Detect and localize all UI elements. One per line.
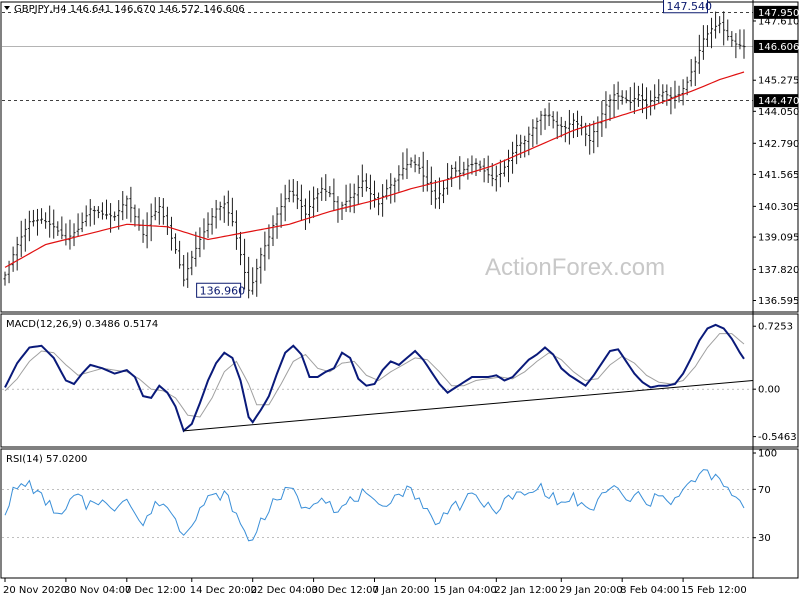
- callout-box: [663, 0, 709, 14]
- level-label-box: [754, 39, 798, 53]
- rsi-tick-label: 100: [758, 449, 777, 460]
- level-label-box: [754, 5, 798, 19]
- price-tick-label: 147.610: [758, 16, 799, 27]
- time-tick-label: 14 Dec 20:00: [190, 585, 257, 596]
- macd-panel-frame: [0, 313, 799, 448]
- time-tick-label: 7 Jan 20:00: [373, 585, 430, 596]
- time-tick-label: 29 Jan 20:00: [559, 585, 622, 596]
- macd-lines: [4, 323, 754, 433]
- macd-tick-label: 0.7253: [758, 322, 793, 333]
- rsi-panel-title: RSI(14) 57.0200: [6, 454, 87, 465]
- macd-panel-title: MACD(12,26,9) 0.3486 0.5174: [6, 319, 158, 330]
- time-tick-label: 30 Dec 12:00: [312, 585, 379, 596]
- price-tick-label: 139.095: [758, 233, 799, 244]
- price-tick-label: 144.050: [758, 107, 799, 118]
- time-tick-label: 15 Feb 12:00: [681, 585, 747, 596]
- price-moving-average: [4, 71, 745, 268]
- price-tick-label: 141.565: [758, 170, 799, 181]
- rsi-levels: [2, 488, 753, 539]
- rsi-tick-label: 70: [758, 485, 771, 496]
- time-tick-label: 15 Jan 04:00: [433, 585, 496, 596]
- level-label: 147.950: [758, 8, 799, 19]
- callout-label: 136.960: [200, 284, 246, 297]
- callout-box: [196, 282, 242, 298]
- price-panel-frame: [0, 1, 799, 313]
- price-levels: [2, 11, 753, 102]
- time-tick-label: 30 Nov 04:00: [64, 585, 131, 596]
- panel-menu-icon[interactable]: [4, 6, 10, 10]
- macd-tick-label: 0.00: [758, 385, 780, 396]
- level-label: 146.606: [758, 42, 799, 53]
- price-tick-label: 142.790: [758, 139, 799, 150]
- price-tick-label: 140.305: [758, 202, 799, 213]
- macd-tick-label: -0.5463: [758, 432, 797, 443]
- time-tick-label: 20 Nov 2020: [3, 585, 67, 596]
- time-tick-label: 22 Jan 12:00: [494, 585, 557, 596]
- price-tick-label: 137.820: [758, 265, 799, 276]
- watermark: ActionForex.com: [485, 254, 665, 281]
- level-label: 144.470: [758, 96, 799, 107]
- rsi-panel-frame: [0, 448, 799, 579]
- time-tick-label: 22 Dec 04:00: [251, 585, 318, 596]
- moving-average-line: [4, 71, 745, 268]
- time-tick-label: 7 Dec 12:00: [125, 585, 186, 596]
- price-callouts: 147.540 136.960: [196, 0, 713, 298]
- rsi-tick-label: 30: [758, 533, 771, 544]
- price-panel-title: GBPJPY,H4 146.641 146.670 146.572 146.60…: [14, 4, 245, 15]
- rsi-lines: [4, 469, 745, 542]
- callout-label: 147.540: [667, 0, 713, 13]
- macd-line: [4, 323, 745, 433]
- price-tick-label: 145.275: [758, 76, 799, 87]
- level-label-box: [754, 94, 798, 108]
- macd-trendline: [183, 380, 754, 432]
- rsi-line: [4, 469, 745, 542]
- price-tick-label: 136.595: [758, 296, 799, 307]
- price-candles: [3, 11, 746, 299]
- time-tick-label: 8 Feb 04:00: [620, 585, 679, 596]
